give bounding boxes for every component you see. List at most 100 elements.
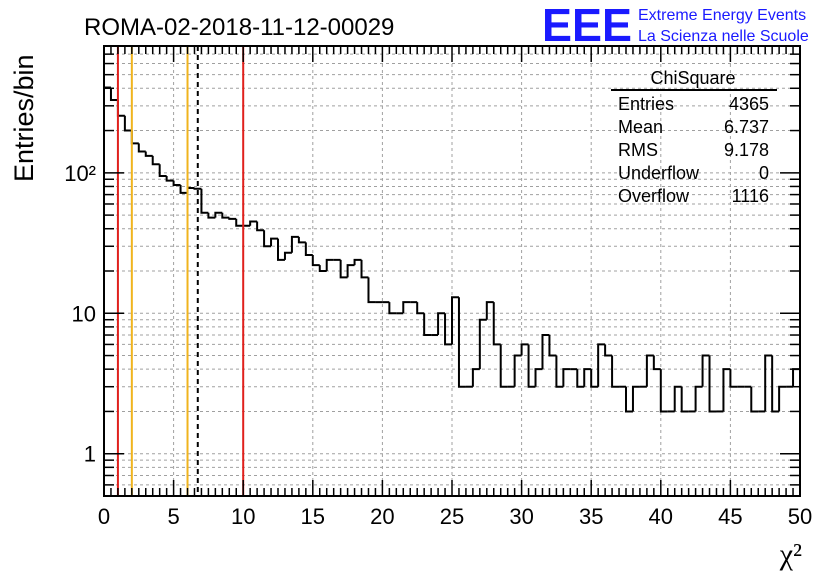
plot-frame — [103, 45, 801, 497]
x-tick-label: 35 — [579, 504, 603, 529]
histogram-bin — [339, 259, 348, 279]
histogram — [104, 86, 800, 413]
histogram-bin — [611, 355, 620, 388]
histogram-bin — [485, 301, 494, 320]
histogram-bin — [151, 155, 160, 166]
histogram-bin — [304, 242, 313, 256]
histogram-bin — [325, 258, 334, 271]
histogram-bin — [478, 318, 487, 370]
histogram-bin — [130, 130, 139, 145]
logo-line-2: La Scienza nelle Scuole — [638, 28, 809, 45]
histogram-bin — [109, 87, 118, 102]
histogram-bin — [200, 188, 209, 214]
histogram-bin — [214, 211, 223, 218]
y-tick-label: 10 — [72, 301, 96, 326]
chart-title: ROMA-02-2018-11-12-00029 — [84, 14, 394, 41]
histogram-bin — [388, 302, 397, 315]
histogram-bin — [235, 218, 244, 227]
histogram-bin — [137, 143, 146, 153]
logo-line-1: Extreme Energy Events — [638, 7, 806, 24]
histogram-bin — [437, 312, 446, 336]
histogram-bin — [764, 354, 773, 412]
y-axis-title: Entries/bin — [9, 54, 39, 182]
histogram-bin — [451, 296, 459, 345]
histogram-bin — [179, 184, 188, 194]
histogram-bin — [555, 355, 564, 388]
stats-value-rms: 9.178 — [724, 140, 769, 160]
x-tick-label: 30 — [509, 504, 533, 529]
histogram-bin — [277, 238, 285, 261]
histogram-bin — [694, 385, 703, 412]
histogram-bin — [499, 344, 508, 388]
histogram-bin — [228, 217, 237, 220]
histogram-bin — [172, 180, 181, 186]
histogram-bin — [297, 236, 306, 244]
stats-value-underflow: 0 — [759, 163, 769, 183]
histogram-bin — [750, 386, 759, 413]
histogram-bin — [221, 212, 230, 219]
stats-label-mean: Mean — [618, 117, 663, 137]
histogram-bin — [541, 334, 550, 370]
y-tick-label: 10² — [64, 161, 96, 186]
stats-label-overflow: Overflow — [618, 186, 690, 206]
histogram-bin — [673, 385, 682, 412]
histogram-bin — [792, 368, 800, 387]
vertical-markers — [116, 46, 245, 496]
y-tick-label: 1 — [84, 442, 96, 467]
histogram-bin — [778, 385, 787, 412]
logo-mark: EEE — [542, 0, 632, 51]
histogram-bin — [520, 343, 529, 356]
histogram-bin — [158, 164, 167, 177]
axis-ticks — [103, 45, 801, 497]
stats-box: ChiSquare Entries 4365 Mean 6.737 RMS 9.… — [611, 68, 777, 206]
histogram-bin — [722, 368, 731, 412]
x-tick-label: 45 — [718, 504, 742, 529]
grid-lines — [104, 45, 800, 497]
histogram-bin — [471, 368, 480, 387]
histogram-bin — [625, 386, 633, 413]
histogram-bin — [402, 301, 411, 314]
histogram-bin — [513, 354, 522, 387]
histogram-bin — [207, 212, 216, 219]
x-tick-label: 40 — [649, 504, 673, 529]
histogram-bin — [263, 230, 272, 248]
histogram-bin — [645, 354, 654, 387]
histogram-bin — [771, 355, 780, 413]
stats-value-entries: 4365 — [729, 94, 769, 114]
stats-title: ChiSquare — [650, 68, 735, 88]
histogram-bin — [701, 354, 710, 387]
x-axis-title: χ² — [779, 538, 802, 571]
histogram-bin — [576, 369, 585, 388]
histogram-bin — [729, 369, 738, 388]
histogram-bin — [652, 355, 661, 371]
histogram-bin — [367, 277, 376, 304]
x-tick-label: 25 — [440, 504, 464, 529]
histogram-bin — [534, 368, 543, 387]
histogram-bin — [318, 265, 327, 272]
histogram-bin — [548, 335, 557, 357]
histogram-bin — [680, 386, 689, 413]
histogram-bin — [290, 235, 299, 253]
histogram-bin — [631, 385, 640, 412]
histogram-bin — [311, 254, 320, 267]
x-tick-label: 10 — [231, 504, 255, 529]
x-tick-labels: 0 5 10 15 20 25 30 35 40 45 50 — [98, 504, 812, 529]
histogram-bin — [283, 251, 292, 260]
stats-label-underflow: Underflow — [618, 163, 700, 183]
histogram-bin — [186, 186, 195, 193]
x-tick-label: 5 — [167, 504, 179, 529]
histogram-bin — [590, 369, 599, 388]
y-tick-labels: 1 10 10² — [64, 161, 96, 467]
histogram-bin — [457, 297, 466, 388]
stats-value-overflow: 1116 — [732, 186, 769, 206]
histogram-bin — [256, 221, 265, 232]
histogram-bin — [249, 220, 258, 226]
stats-value-mean: 6.737 — [724, 117, 769, 137]
histogram-bin — [353, 258, 362, 266]
histogram-bin — [597, 343, 606, 387]
histogram-bin — [527, 344, 536, 388]
x-tick-label: 50 — [788, 504, 812, 529]
stats-label-entries: Entries — [618, 94, 674, 114]
histogram-bin — [444, 313, 452, 346]
